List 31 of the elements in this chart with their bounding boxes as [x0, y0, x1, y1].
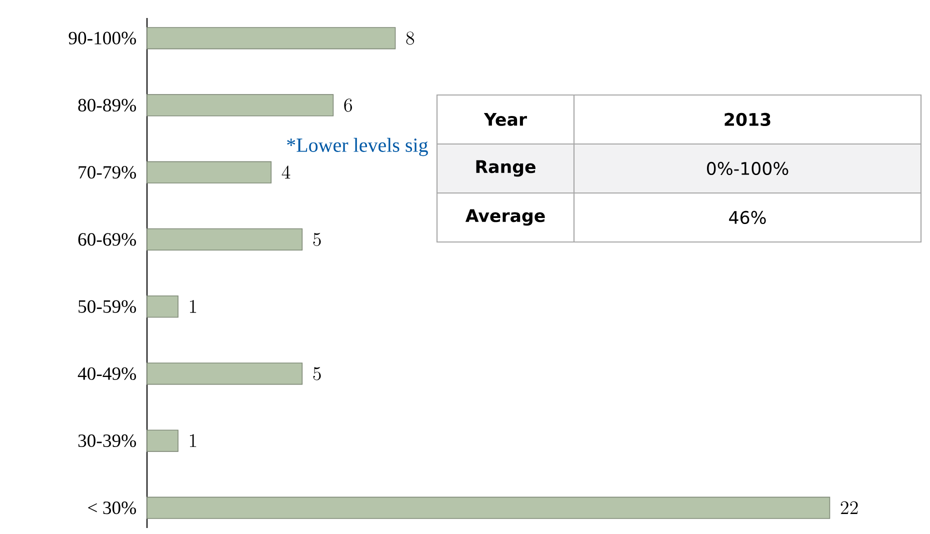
bar [146, 161, 272, 184]
annotation: Average [465, 209, 545, 226]
bar [146, 496, 830, 519]
y-tick-label: < 30% [88, 502, 136, 514]
annotation: Year [484, 113, 527, 126]
bar [146, 27, 396, 50]
data-label: 6 [344, 98, 352, 112]
y-tick-label: 40-49% [78, 367, 136, 380]
annotation: 46% [729, 210, 766, 224]
y-tick-label: 50-59% [78, 300, 136, 313]
bar [146, 430, 178, 452]
data-label: 5 [313, 367, 321, 380]
y-tick-label: 90-100% [68, 32, 136, 44]
y-tick-label: 60-69% [78, 233, 136, 246]
data-label: 1 [190, 434, 196, 447]
data-label: 8 [406, 32, 414, 45]
y-tick-label: 70-79% [78, 166, 136, 179]
data-label: 5 [313, 232, 321, 246]
data-label: 22 [840, 501, 858, 514]
bar [146, 228, 303, 251]
annotation: 2013 [724, 112, 770, 126]
data-label: 4 [282, 166, 290, 179]
y-tick-label: 80-89% [78, 98, 136, 112]
bar [146, 362, 303, 385]
data-label: 1 [190, 300, 196, 313]
annotation: *Lower levels sig [287, 138, 428, 156]
bar [146, 94, 334, 116]
bar [146, 295, 178, 318]
annotation: 0%-100% [707, 162, 788, 176]
y-tick-label: 30-39% [78, 434, 136, 448]
annotation: Range [476, 160, 536, 177]
